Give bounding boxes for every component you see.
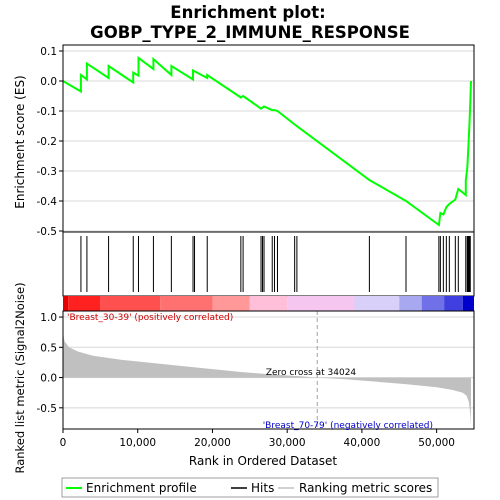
x-axis-label: Rank in Ordered Dataset xyxy=(189,454,337,468)
legend-enrichment-label: Enrichment profile xyxy=(86,481,197,495)
ranking-heatbar xyxy=(63,296,474,311)
es-gridlines xyxy=(63,50,474,232)
es-y-tick-label: -0.4 xyxy=(37,196,58,208)
x-tick-label: 10,000 xyxy=(119,437,156,449)
metric-panel: 1.0 0.5 0.0 -0.5 'Breast_30-39' (positively… xyxy=(13,282,475,474)
hits-panel xyxy=(62,231,475,297)
metric-y-tick-label: 0.0 xyxy=(40,373,57,385)
es-y-ticks: 0.1 0.0 -0.1 -0.2 -0.3 -0.4 -0.5 xyxy=(37,46,63,238)
negative-correlation-label: 'Breast_70-79' (negatively correlated) xyxy=(263,421,433,431)
metric-y-tick-label: -0.5 xyxy=(37,403,58,415)
chart-title-line1: Enrichment plot: xyxy=(170,3,325,22)
heatbar-segment xyxy=(462,296,474,311)
es-y-tick-label: 0.0 xyxy=(40,76,57,88)
es-panel-frame xyxy=(62,44,475,233)
heatbar-segment xyxy=(287,296,355,311)
metric-y-tick-label: 1.0 xyxy=(40,312,57,324)
es-panel: 0.1 0.0 -0.1 -0.2 -0.3 -0.4 -0.5 Enrichment sc… xyxy=(13,44,475,238)
heatbar-segment xyxy=(100,296,161,311)
ranking-metric-area xyxy=(63,332,472,426)
heatbar-segment xyxy=(444,296,463,311)
es-y-tick-label: -0.2 xyxy=(37,136,58,148)
metric-y-ticks: 1.0 0.5 0.0 -0.5 xyxy=(37,312,63,415)
heatbar-segment xyxy=(63,296,69,311)
x-tick-label: 20,000 xyxy=(194,437,231,449)
hits-panel-frame xyxy=(62,231,475,297)
heatbar-segment xyxy=(249,296,288,311)
legend-metric-label: Ranking metric scores xyxy=(299,481,432,495)
heatbar-segment xyxy=(212,296,250,311)
metric-y-axis-label: Ranked list metric (Signal2Noise) xyxy=(13,282,27,473)
x-tick-label: 0 xyxy=(60,437,67,449)
heatbar-segment xyxy=(160,296,213,311)
es-y-tick-label: 0.1 xyxy=(40,46,57,58)
heatbar-segment xyxy=(354,296,400,311)
positive-correlation-label: 'Breast_30-39' (positively correlated) xyxy=(67,313,233,323)
x-tick-label: 40,000 xyxy=(344,437,381,449)
es-y-tick-label: -0.1 xyxy=(37,106,58,118)
enrichment-profile-line xyxy=(62,55,472,227)
heatbar-segment xyxy=(421,296,445,311)
es-y-tick-label: -0.5 xyxy=(37,226,58,238)
x-tick-label: 30,000 xyxy=(269,437,306,449)
es-y-tick-label: -0.3 xyxy=(37,166,58,178)
legend-hits-label: Hits xyxy=(251,481,274,495)
heatbar-segment xyxy=(68,296,101,311)
x-axis-ticks: 0 10,000 20,000 30,000 40,000 50,000 xyxy=(60,429,455,449)
legend: Enrichment profile Hits Ranking metric s… xyxy=(61,477,439,498)
zero-cross-label: Zero cross at 34024 xyxy=(266,368,357,378)
x-tick-label: 50,000 xyxy=(418,437,455,449)
metric-y-tick-label: 0.5 xyxy=(40,342,57,354)
legend-frame xyxy=(61,477,439,498)
metric-panel-frame xyxy=(62,310,475,430)
heatbar-segment xyxy=(399,296,422,311)
hit-markers xyxy=(80,236,471,292)
chart-title-line2: GOBP_TYPE_2_IMMUNE_RESPONSE xyxy=(90,23,410,42)
es-y-axis-label: Enrichment score (ES) xyxy=(13,75,27,208)
